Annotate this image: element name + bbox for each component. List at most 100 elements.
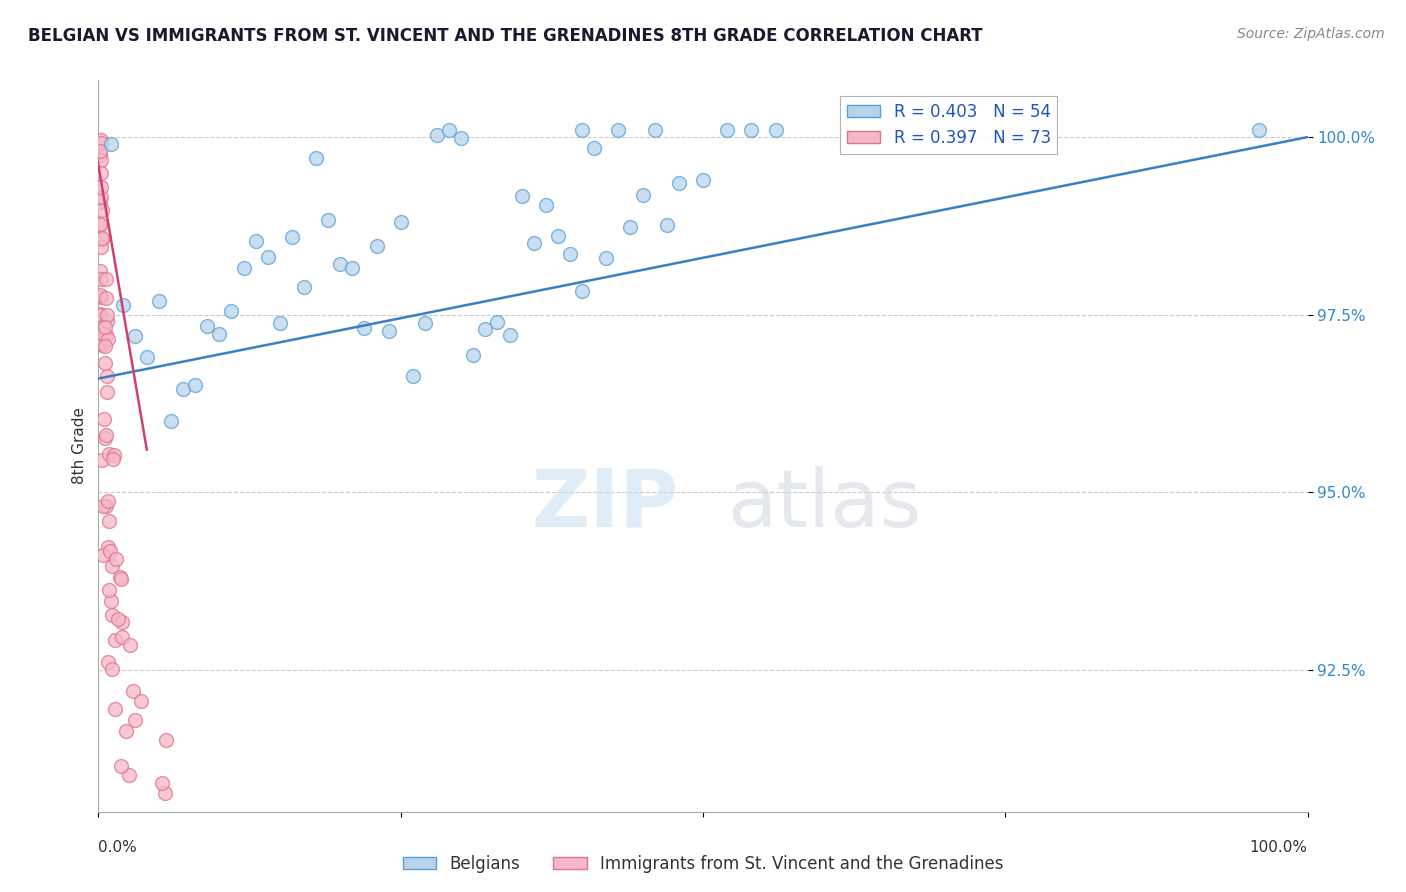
Point: [716, 123, 738, 137]
Point: [100, 137, 122, 152]
Point: [89, 287, 111, 301]
Point: [110, 572, 132, 586]
Point: [93, 412, 115, 426]
Point: [172, 382, 194, 396]
Point: [89, 218, 111, 232]
Text: Source: ZipAtlas.com: Source: ZipAtlas.com: [1237, 27, 1385, 41]
Point: [97, 540, 120, 554]
Point: [305, 152, 328, 166]
Point: [98, 515, 121, 529]
Point: [329, 257, 352, 271]
Point: [90, 179, 112, 194]
Point: [89, 145, 111, 159]
Y-axis label: 8th Grade: 8th Grade: [72, 408, 87, 484]
Point: [101, 607, 124, 622]
Point: [135, 351, 157, 365]
Point: [94, 356, 117, 370]
Point: [91, 453, 114, 467]
Point: [90, 189, 112, 203]
Text: 100.0%: 100.0%: [1250, 840, 1308, 855]
Point: [740, 123, 762, 137]
Point: [96, 314, 118, 328]
Point: [90, 232, 112, 246]
Point: [94, 291, 117, 305]
Point: [89, 148, 111, 162]
Point: [111, 615, 134, 629]
Point: [366, 238, 388, 252]
Point: [184, 377, 207, 392]
Point: [547, 228, 569, 243]
Point: [97, 655, 120, 669]
Point: [90, 231, 112, 245]
Text: atlas: atlas: [727, 466, 921, 543]
Point: [389, 215, 412, 229]
Point: [105, 551, 128, 566]
Point: [97, 447, 120, 461]
Point: [129, 694, 152, 708]
Point: [486, 315, 509, 329]
Point: [89, 309, 111, 323]
Point: [692, 173, 714, 187]
Point: [89, 336, 111, 351]
Point: [96, 327, 118, 342]
Point: [765, 123, 787, 137]
Point: [256, 250, 278, 264]
Point: [101, 662, 124, 676]
Point: [90, 153, 112, 168]
Point: [474, 322, 496, 336]
Point: [208, 327, 231, 342]
Point: [96, 369, 118, 384]
Point: [97, 332, 120, 346]
Point: [463, 347, 485, 361]
Point: [450, 130, 472, 145]
Point: [94, 319, 117, 334]
Point: [377, 325, 399, 339]
Point: [124, 329, 146, 343]
Point: [101, 558, 124, 573]
Point: [96, 309, 118, 323]
Point: [110, 759, 132, 773]
Point: [655, 218, 678, 232]
Point: [94, 428, 117, 442]
Point: [269, 316, 291, 330]
Point: [534, 197, 557, 211]
Point: [124, 713, 146, 727]
Point: [413, 316, 436, 330]
Point: [245, 234, 267, 248]
Point: [583, 140, 606, 154]
Point: [90, 240, 112, 254]
Point: [571, 123, 593, 137]
Point: [94, 339, 117, 353]
Point: [89, 307, 111, 321]
Point: [103, 448, 125, 462]
Point: [98, 582, 121, 597]
Point: [108, 570, 131, 584]
Point: [111, 298, 134, 312]
Point: [402, 368, 425, 383]
Point: [104, 702, 127, 716]
Point: [90, 338, 112, 352]
Legend: Belgians, Immigrants from St. Vincent and the Grenadines: Belgians, Immigrants from St. Vincent an…: [396, 848, 1010, 880]
Point: [607, 123, 630, 137]
Point: [221, 304, 243, 318]
Point: [437, 123, 460, 137]
Point: [619, 220, 641, 235]
Point: [195, 318, 218, 333]
Point: [115, 724, 138, 739]
Point: [122, 684, 145, 698]
Point: [96, 272, 118, 286]
Point: [571, 284, 593, 298]
Text: BELGIAN VS IMMIGRANTS FROM ST. VINCENT AND THE GRENADINES 8TH GRADE CORRELATION : BELGIAN VS IMMIGRANTS FROM ST. VINCENT A…: [28, 27, 983, 45]
Point: [90, 165, 112, 179]
Point: [90, 272, 112, 286]
Point: [91, 499, 114, 513]
Point: [97, 494, 120, 508]
Point: [644, 123, 666, 137]
Point: [118, 639, 141, 653]
Point: [107, 612, 129, 626]
Point: [523, 235, 546, 250]
Point: [595, 251, 617, 265]
Point: [1249, 123, 1271, 137]
Point: [353, 320, 375, 334]
Point: [153, 786, 176, 800]
